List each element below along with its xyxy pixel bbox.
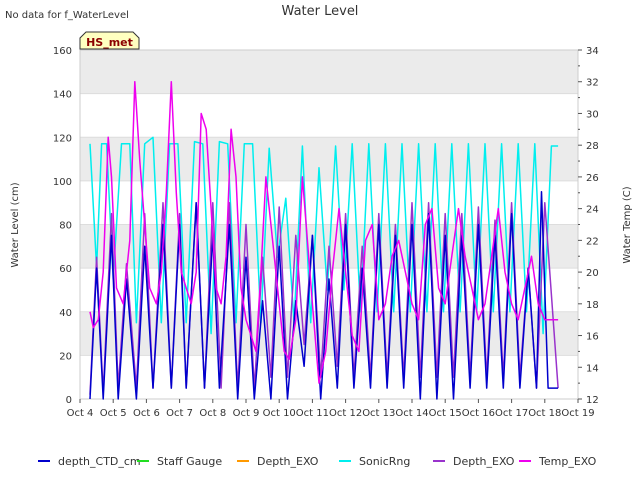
legend-item: Staff Gauge — [137, 455, 222, 468]
series-line-temp-exo — [89, 80, 559, 384]
legend-label: Depth_EXO — [257, 455, 319, 468]
left-tick-label: 100 — [53, 177, 72, 188]
left-tick-label: 0 — [66, 395, 72, 406]
plot-band — [80, 355, 578, 399]
series-layer — [89, 80, 559, 400]
right-tick-label: 20 — [586, 268, 599, 279]
right-tick-label: 18 — [586, 300, 599, 311]
right-tick-label: 30 — [586, 109, 599, 120]
series-line-depth-ctd-cm — [89, 191, 559, 400]
legend-item: SonicRng — [339, 455, 410, 468]
right-tick-label: 32 — [586, 78, 599, 89]
y-axis-left-label: Water Level (cm) — [10, 182, 21, 267]
hs-met-badge: HS_met — [79, 31, 140, 50]
no-data-note: No data for f_WaterLevel — [5, 10, 129, 21]
left-tick-label: 160 — [53, 46, 72, 57]
legend: depth_CTD_cm Staff Gauge Depth_EXO SonicRng… — [38, 455, 597, 468]
legend-item: Depth_EXO — [237, 455, 319, 468]
legend-label: depth_CTD_cm — [58, 455, 141, 468]
plot-band — [80, 137, 578, 181]
x-tick-label: Oct 16 — [462, 408, 495, 419]
x-tick-label: Oct 7 — [166, 408, 193, 419]
plot-band — [80, 93, 578, 138]
x-tick-label: Oct 18 — [528, 408, 561, 419]
legend-label: SonicRng — [359, 455, 410, 468]
right-tick-label: 26 — [586, 173, 599, 184]
right-tick-label: 28 — [586, 141, 599, 152]
x-tick-label: Oct 15 — [429, 408, 462, 419]
x-tick-label: Oct 13 — [362, 408, 395, 419]
right-tick-label: 16 — [586, 332, 599, 343]
x-tick-label: Oct 9 — [233, 408, 260, 419]
legend-item: Temp_EXO — [519, 455, 597, 468]
badge-label: HS_met — [86, 36, 133, 49]
x-tick-label: Oct 11 — [296, 408, 329, 419]
x-tick-label: Oct 10 — [263, 408, 296, 419]
x-tick-label: Oct 5 — [100, 408, 127, 419]
x-tick-label: Oct 17 — [495, 408, 528, 419]
x-tick-label: Oct 8 — [199, 408, 226, 419]
x-tick-label: Oct 19 — [561, 408, 594, 419]
right-tick-label: 12 — [586, 395, 599, 406]
legend-label: Staff Gauge — [157, 455, 222, 468]
right-tick-label: 22 — [586, 236, 599, 247]
legend-label: Depth_EXO — [453, 455, 515, 468]
left-tick-label: 40 — [59, 308, 72, 319]
legend-label: Temp_EXO — [538, 455, 597, 468]
right-axis-ticks: 12 14 16 18 20 22 24 26 28 30 32 34 — [578, 46, 599, 406]
x-tick-label: Oct 4 — [67, 408, 94, 419]
chart-title: Water Level — [282, 4, 359, 19]
left-tick-label: 20 — [59, 351, 72, 362]
left-tick-label: 60 — [59, 264, 72, 275]
legend-item: Depth_EXO — [433, 455, 515, 468]
legend-item: depth_CTD_cm — [38, 455, 141, 468]
right-tick-label: 24 — [586, 205, 599, 216]
x-axis-ticks: Oct 4 Oct 5 Oct 6 Oct 7 Oct 8 Oct 9 Oct 10 Oct … — [67, 399, 595, 419]
plot-band — [80, 50, 578, 94]
left-tick-label: 120 — [53, 133, 72, 144]
right-tick-label: 34 — [586, 46, 599, 57]
x-tick-label: Oct 6 — [133, 408, 160, 419]
y-axis-right-label: Water Temp (C) — [622, 186, 633, 263]
left-tick-label: 140 — [53, 90, 72, 101]
left-axis-ticks: 0 20 40 60 80 100 120 140 160 — [53, 46, 72, 406]
x-tick-label: Oct 14 — [395, 408, 428, 419]
x-tick-label: Oct 12 — [329, 408, 362, 419]
right-tick-label: 14 — [586, 363, 599, 374]
left-tick-label: 80 — [59, 221, 72, 232]
